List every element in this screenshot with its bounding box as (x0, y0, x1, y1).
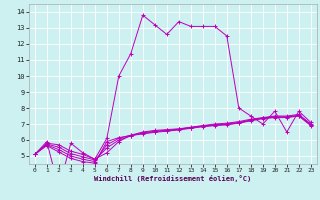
X-axis label: Windchill (Refroidissement éolien,°C): Windchill (Refroidissement éolien,°C) (94, 175, 252, 182)
